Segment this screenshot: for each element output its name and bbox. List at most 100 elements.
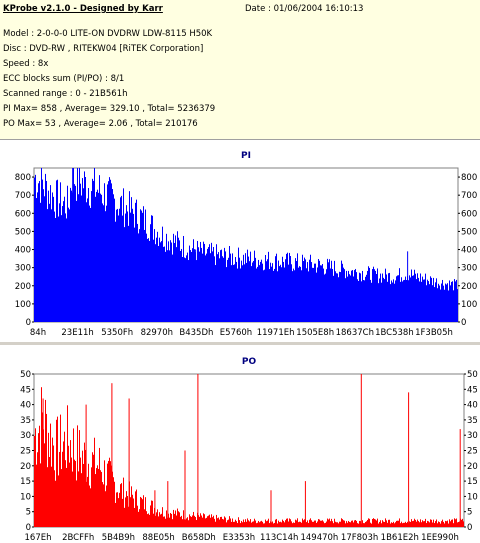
pi-bar	[427, 279, 428, 322]
po-bar	[115, 502, 116, 527]
pi-bar	[200, 241, 201, 322]
pi-bar	[174, 242, 175, 322]
po-bar	[209, 514, 210, 527]
pi-bar	[163, 246, 164, 322]
pi-bar	[309, 259, 310, 322]
pi-bar	[139, 229, 140, 322]
pi-bar	[288, 264, 289, 322]
pi-bar	[316, 272, 317, 322]
po-bar	[253, 521, 254, 527]
pi-bar	[126, 205, 127, 322]
pi-bar	[256, 268, 257, 322]
po-bar	[406, 523, 407, 527]
pi-bar	[164, 246, 165, 322]
po-bar	[350, 522, 351, 527]
po-bar	[284, 522, 285, 527]
po-bar	[302, 518, 303, 527]
po-bar	[360, 521, 361, 527]
pi-bar	[202, 253, 203, 322]
po-bar	[347, 522, 348, 527]
po-bar	[362, 520, 363, 527]
pi-bar	[226, 267, 227, 322]
pi-bar	[397, 275, 398, 322]
pi-bar	[60, 182, 61, 322]
po-bar	[135, 491, 136, 527]
po-bar	[304, 519, 305, 527]
po-xtick-label: B658Dh	[182, 533, 216, 543]
pi-bar	[84, 171, 85, 322]
po-bar	[436, 519, 437, 527]
po-bar	[163, 516, 164, 527]
po-bar	[105, 491, 106, 527]
po-bar	[117, 492, 118, 527]
po-bar	[403, 522, 404, 527]
po-bar	[447, 520, 448, 527]
pi-bar	[412, 275, 413, 322]
pi-bar	[416, 279, 417, 322]
pi-bar	[371, 282, 372, 322]
po-bar	[320, 520, 321, 527]
po-bar	[128, 506, 129, 527]
pi-bar	[314, 263, 315, 322]
po-bar	[445, 520, 446, 527]
po-bar	[310, 518, 311, 527]
po-bar	[312, 521, 313, 527]
po-bar	[394, 523, 395, 527]
po-bar	[172, 519, 173, 527]
po-bar	[223, 519, 224, 527]
po-bar	[90, 488, 91, 527]
po-bar	[187, 517, 188, 527]
po-bar	[242, 522, 243, 527]
po-bar	[354, 520, 355, 527]
po-ytick-left: 45	[20, 385, 31, 395]
po-bar	[36, 464, 37, 527]
pi-bar	[335, 271, 336, 322]
pi-bar	[144, 229, 145, 322]
pi-bar	[401, 277, 402, 322]
po-bar	[108, 460, 109, 527]
po-bar	[247, 518, 248, 527]
pi-bar	[77, 168, 78, 322]
po-bar	[216, 514, 217, 527]
pi-bar	[435, 282, 436, 322]
po-bar	[303, 520, 304, 527]
po-bar	[166, 510, 167, 527]
po-bar	[87, 476, 88, 527]
pi-bar	[355, 268, 356, 322]
pi-bar	[251, 266, 252, 322]
pi-spike	[195, 249, 197, 322]
pi-bar	[157, 231, 158, 322]
pi-bar	[91, 191, 92, 322]
pi-bar	[78, 194, 79, 322]
pi-bar	[323, 268, 324, 322]
pi-bar	[93, 180, 94, 322]
pi-bar	[219, 258, 220, 322]
po-bar	[229, 516, 230, 527]
pi-bar	[130, 212, 131, 322]
po-bar	[221, 516, 222, 527]
po-bar	[273, 523, 274, 527]
pi-bar	[287, 252, 288, 322]
po-bar	[391, 522, 392, 527]
po-bar	[264, 523, 265, 527]
pi-data-series	[34, 168, 458, 322]
pi-bar	[179, 240, 180, 322]
po-bar	[160, 514, 161, 527]
po-bar	[459, 521, 460, 527]
pi-bar	[363, 279, 364, 322]
po-bar	[96, 468, 97, 527]
po-bar	[205, 518, 206, 527]
pi-bar	[236, 261, 237, 322]
po-bar	[269, 523, 270, 527]
po-bar	[203, 513, 204, 527]
pi-bar	[228, 257, 229, 322]
pi-bar	[92, 178, 93, 322]
po-bar	[337, 522, 338, 527]
pi-bar	[413, 275, 414, 322]
pi-bar	[375, 270, 376, 322]
po-bar	[145, 497, 146, 527]
po-ytick-right: 50	[467, 370, 478, 380]
ecc-blocks: ECC blocks sum (PI/PO) : 8/1	[3, 74, 125, 84]
po-bar	[292, 523, 293, 527]
pi-bar	[295, 258, 296, 322]
